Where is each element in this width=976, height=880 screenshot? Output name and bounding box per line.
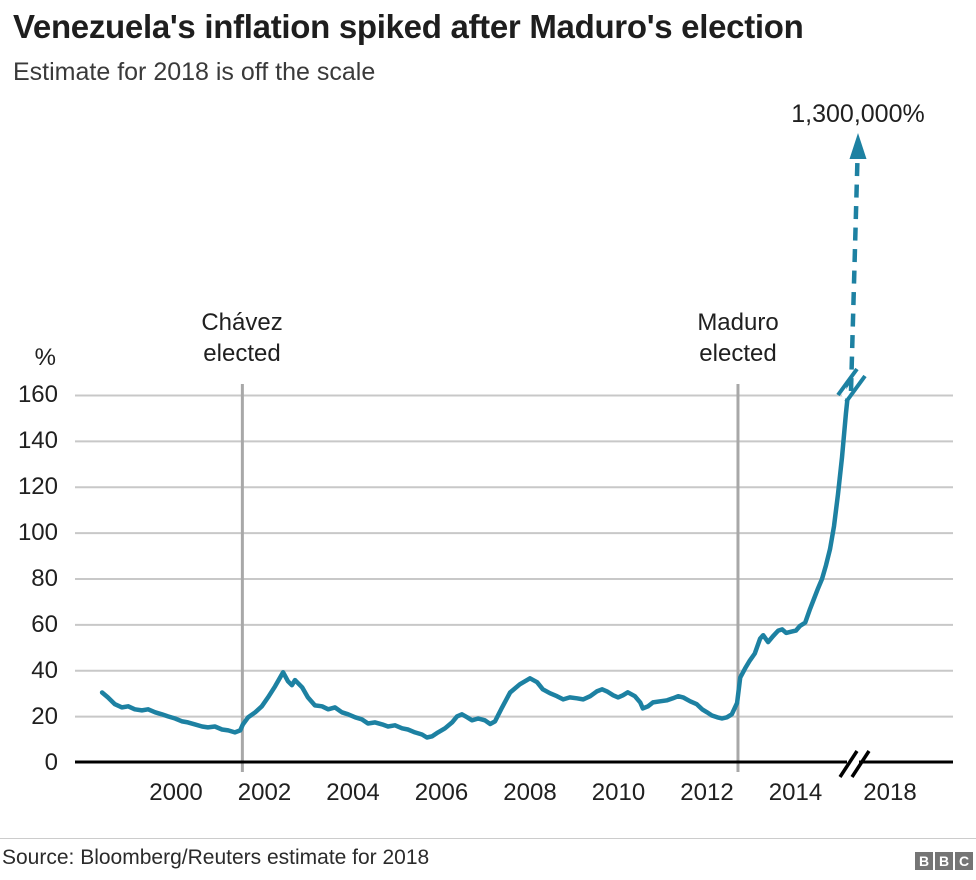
y-tick-label: 100 (17, 519, 58, 547)
maduro-elected-annotation: Maduro elected (653, 307, 823, 369)
x-tick-label: 2002 (237, 779, 292, 806)
offscale-value-label: 1,300,000% (791, 100, 925, 128)
chavez-elected-annotation: Chávez elected (157, 307, 327, 369)
x-tick-label: 2012 (680, 779, 734, 806)
page-subtitle: Estimate for 2018 is off the scale (13, 58, 376, 86)
y-tick-label: 0 (44, 748, 58, 776)
x-tick-label: 2014 (768, 779, 823, 806)
bbc-logo-block: C (955, 852, 973, 870)
y-tick-label: 20 (31, 702, 58, 730)
annotation-line-2: elected (699, 340, 777, 367)
y-tick-label: 80 (31, 564, 58, 592)
x-axis-break-slash (850, 750, 871, 778)
x-tick-label: 2008 (503, 779, 557, 806)
y-axis-unit-label: % (34, 344, 56, 371)
y-tick-label: 160 (17, 381, 58, 409)
annotation-line-1: Maduro (697, 309, 779, 336)
y-tick-label: 120 (17, 473, 58, 501)
line-break-gap (841, 369, 867, 401)
x-tick-label: 2006 (414, 779, 469, 806)
bbc-logo-block: B (915, 852, 933, 870)
inflation-line (99, 381, 852, 740)
bbc-logo-block: B (935, 852, 953, 870)
line-break-slash (844, 374, 867, 404)
footer-divider (0, 838, 976, 839)
inflation-chart (75, 133, 953, 778)
page-title: Venezuela's inflation spiked after Madur… (13, 8, 804, 45)
x-axis-break-slash (838, 750, 859, 778)
annotation-line-1: Chávez (201, 309, 283, 336)
line-break-slash (836, 367, 859, 397)
offscale-arrow-shaft (848, 157, 860, 392)
x-tick-label: 2004 (326, 779, 380, 806)
x-tick-label: 2000 (149, 779, 203, 806)
offscale-arrow-head (849, 133, 867, 159)
x-axis-break-gap (847, 754, 859, 770)
source-credit: Source: Bloomberg/Reuters estimate for 2… (2, 846, 430, 869)
y-tick-label: 40 (31, 656, 58, 684)
x-tick-label: 2010 (591, 779, 646, 806)
x-tick-label: 2018 (863, 779, 917, 806)
y-tick-label: 140 (17, 427, 58, 455)
y-tick-label: 60 (31, 610, 58, 638)
annotation-line-2: elected (203, 340, 281, 367)
